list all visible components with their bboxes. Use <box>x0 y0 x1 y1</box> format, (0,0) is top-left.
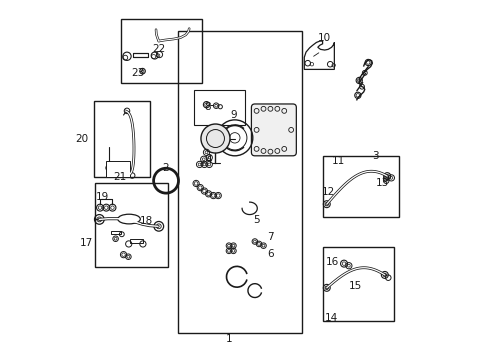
Bar <box>105 161 129 176</box>
Text: 16: 16 <box>325 257 339 267</box>
Text: 22: 22 <box>152 44 165 54</box>
Text: 19: 19 <box>95 192 108 202</box>
Text: 8: 8 <box>204 103 210 112</box>
Bar <box>322 247 393 321</box>
Bar <box>94 184 168 267</box>
Bar <box>133 53 147 57</box>
Bar <box>121 19 202 83</box>
Bar <box>178 31 301 333</box>
Circle shape <box>201 124 229 153</box>
Text: 2: 2 <box>162 163 169 173</box>
Text: 7: 7 <box>266 232 273 242</box>
Text: 18: 18 <box>139 216 152 226</box>
Text: 15: 15 <box>348 281 362 291</box>
Text: 23: 23 <box>131 68 144 78</box>
Text: 9: 9 <box>230 110 236 120</box>
Text: 21: 21 <box>113 172 126 181</box>
Bar <box>110 231 121 234</box>
Text: 17: 17 <box>80 238 93 248</box>
Bar <box>194 90 244 125</box>
Text: 14: 14 <box>325 313 338 323</box>
Text: 1: 1 <box>225 334 232 344</box>
Bar <box>129 239 142 243</box>
Text: 3: 3 <box>372 151 378 161</box>
Ellipse shape <box>118 214 140 224</box>
Text: 12: 12 <box>321 187 334 197</box>
Text: 10: 10 <box>317 33 330 43</box>
PathPatch shape <box>304 41 334 69</box>
FancyBboxPatch shape <box>251 104 296 156</box>
Bar <box>94 100 150 176</box>
Text: 11: 11 <box>331 156 345 166</box>
Text: 5: 5 <box>253 215 260 225</box>
Text: 4: 4 <box>205 155 212 165</box>
Text: 6: 6 <box>266 249 273 259</box>
Text: 20: 20 <box>75 134 88 144</box>
Text: 13: 13 <box>375 179 388 188</box>
Bar <box>322 156 399 217</box>
